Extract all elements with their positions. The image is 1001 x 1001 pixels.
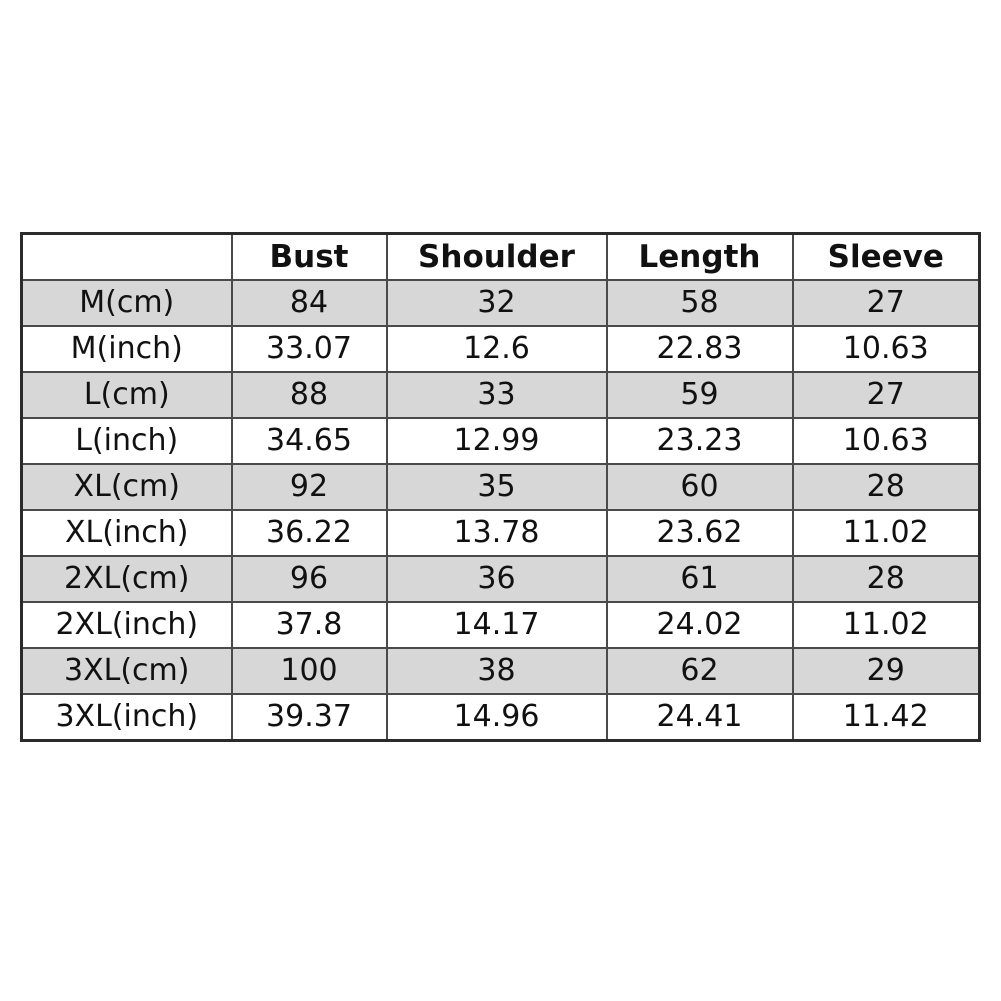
table-row: 2XL(inch) 37.8 14.17 24.02 11.02 xyxy=(20,601,981,649)
header-cell-bust: Bust xyxy=(230,232,388,281)
value-cell: 96 xyxy=(230,555,388,603)
value-cell: 12.6 xyxy=(385,325,608,373)
value-cell: 100 xyxy=(230,647,388,695)
value-cell: 23.62 xyxy=(605,509,794,557)
row-label: 3XL(cm) xyxy=(20,647,233,695)
value-cell: 13.78 xyxy=(385,509,608,557)
row-label: 2XL(cm) xyxy=(20,555,233,603)
table-row: M(cm) 84 32 58 27 xyxy=(20,279,981,327)
value-cell: 88 xyxy=(230,371,388,419)
value-cell: 23.23 xyxy=(605,417,794,465)
table-row: L(cm) 88 33 59 27 xyxy=(20,371,981,419)
value-cell: 11.02 xyxy=(791,509,981,557)
value-cell: 34.65 xyxy=(230,417,388,465)
value-cell: 28 xyxy=(791,555,981,603)
header-cell-corner xyxy=(20,232,233,281)
value-cell: 35 xyxy=(385,463,608,511)
header-cell-shoulder: Shoulder xyxy=(385,232,608,281)
value-cell: 10.63 xyxy=(791,417,981,465)
row-label: L(cm) xyxy=(20,371,233,419)
table-row: 3XL(inch) 39.37 14.96 24.41 11.42 xyxy=(20,693,981,742)
header-cell-length: Length xyxy=(605,232,794,281)
value-cell: 14.96 xyxy=(385,693,608,742)
value-cell: 14.17 xyxy=(385,601,608,649)
value-cell: 24.41 xyxy=(605,693,794,742)
table-row: 3XL(cm) 100 38 62 29 xyxy=(20,647,981,695)
value-cell: 37.8 xyxy=(230,601,388,649)
header-row: Bust Shoulder Length Sleeve xyxy=(20,232,981,281)
table-row: M(inch) 33.07 12.6 22.83 10.63 xyxy=(20,325,981,373)
size-chart-table: Bust Shoulder Length Sleeve M(cm) 84 32 58 2… xyxy=(20,232,981,742)
value-cell: 84 xyxy=(230,279,388,327)
value-cell: 33.07 xyxy=(230,325,388,373)
value-cell: 11.42 xyxy=(791,693,981,742)
value-cell: 58 xyxy=(605,279,794,327)
size-chart-header: Bust Shoulder Length Sleeve xyxy=(20,232,981,281)
value-cell: 28 xyxy=(791,463,981,511)
header-cell-sleeve: Sleeve xyxy=(791,232,981,281)
row-label: L(inch) xyxy=(20,417,233,465)
value-cell: 61 xyxy=(605,555,794,603)
value-cell: 92 xyxy=(230,463,388,511)
table-row: 2XL(cm) 96 36 61 28 xyxy=(20,555,981,603)
row-label: 3XL(inch) xyxy=(20,693,233,742)
value-cell: 33 xyxy=(385,371,608,419)
value-cell: 29 xyxy=(791,647,981,695)
value-cell: 27 xyxy=(791,371,981,419)
value-cell: 22.83 xyxy=(605,325,794,373)
table-row: XL(cm) 92 35 60 28 xyxy=(20,463,981,511)
value-cell: 59 xyxy=(605,371,794,419)
value-cell: 11.02 xyxy=(791,601,981,649)
value-cell: 62 xyxy=(605,647,794,695)
row-label: 2XL(inch) xyxy=(20,601,233,649)
value-cell: 10.63 xyxy=(791,325,981,373)
table-row: L(inch) 34.65 12.99 23.23 10.63 xyxy=(20,417,981,465)
value-cell: 39.37 xyxy=(230,693,388,742)
value-cell: 36.22 xyxy=(230,509,388,557)
row-label: XL(cm) xyxy=(20,463,233,511)
value-cell: 32 xyxy=(385,279,608,327)
value-cell: 27 xyxy=(791,279,981,327)
table-row: XL(inch) 36.22 13.78 23.62 11.02 xyxy=(20,509,981,557)
value-cell: 38 xyxy=(385,647,608,695)
value-cell: 12.99 xyxy=(385,417,608,465)
value-cell: 60 xyxy=(605,463,794,511)
value-cell: 36 xyxy=(385,555,608,603)
value-cell: 24.02 xyxy=(605,601,794,649)
size-chart-body: M(cm) 84 32 58 27 M(inch) 33.07 12.6 22.83 10.63 L… xyxy=(20,279,981,742)
row-label: XL(inch) xyxy=(20,509,233,557)
row-label: M(inch) xyxy=(20,325,233,373)
row-label: M(cm) xyxy=(20,279,233,327)
